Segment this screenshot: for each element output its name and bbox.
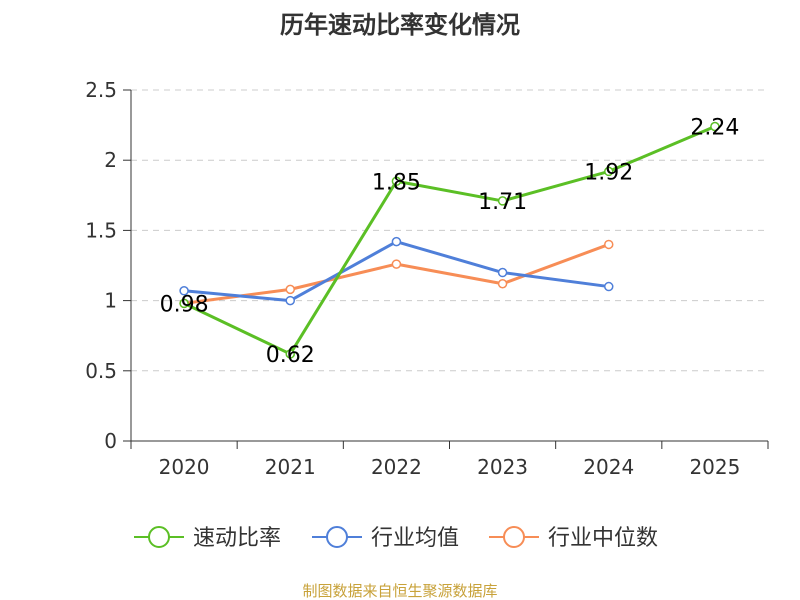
data-label: 0.62 — [266, 343, 315, 368]
series-layer: 0.98 0.62 1.85 1.71 1.92 2.24 — [160, 116, 740, 368]
series-line — [183, 125, 716, 356]
series-2 — [179, 236, 614, 306]
series-1: 0.98 0.62 1.85 1.71 1.92 2.24 — [160, 116, 740, 368]
data-point — [179, 298, 189, 309]
y-tick-label: 0.5 — [85, 359, 117, 383]
legend-label: 速动比率 — [193, 526, 281, 551]
data-point — [604, 239, 614, 250]
data-point — [604, 281, 614, 292]
grid — [131, 89, 768, 372]
data-point — [497, 279, 508, 289]
data-point — [710, 121, 720, 132]
data-label: 1.85 — [372, 170, 421, 195]
data-label: 0.98 — [160, 292, 209, 317]
legend-marker — [503, 526, 525, 548]
legend-item-1: 速动比率 — [134, 526, 281, 551]
chart-title: 历年速动比率变化情况 — [280, 11, 520, 39]
legend-item-2: 行业均值 — [312, 526, 459, 551]
y-tick-label: 0 — [104, 429, 117, 453]
data-point — [391, 176, 402, 187]
legend-item-3: 行业中位数 — [489, 526, 658, 551]
data-label: 1.71 — [478, 190, 527, 215]
data-point — [497, 196, 508, 206]
y-tick-label: 1 — [104, 289, 117, 313]
y-tick-label: 2 — [104, 148, 117, 172]
x-tick-label: 2023 — [477, 455, 528, 479]
legend-marker — [326, 526, 348, 548]
series-3 — [179, 239, 614, 309]
legend-marker — [148, 526, 170, 548]
data-point — [285, 284, 295, 295]
data-point — [391, 236, 402, 247]
x-tick-label: 2024 — [583, 455, 634, 479]
data-point — [391, 259, 402, 269]
x-tick-label: 2021 — [265, 455, 316, 479]
source-note: 制图数据来自恒生聚源数据库 — [302, 582, 497, 600]
series-line — [183, 240, 609, 303]
y-tick-label: 2.5 — [85, 78, 117, 102]
data-point — [179, 286, 189, 296]
x-tick-label: 2020 — [159, 455, 210, 479]
legend-label: 行业中位数 — [548, 526, 658, 551]
data-point — [285, 295, 295, 306]
data-label: 2.24 — [690, 116, 739, 141]
x-tick-label: 2025 — [689, 455, 740, 479]
data-point — [497, 267, 508, 278]
data-point — [604, 166, 614, 177]
axes: 0 0.5 1 1.5 2 2.5 2020 2021 2022 2023 2024 2025 — [85, 78, 769, 479]
x-tick-label: 2022 — [371, 455, 422, 479]
y-tick-label: 1.5 — [85, 218, 117, 242]
legend: 速动比率 行业均值 行业中位数 — [134, 526, 658, 551]
data-label: 1.92 — [584, 160, 633, 185]
series-line — [183, 243, 610, 305]
legend-label: 行业均值 — [371, 526, 459, 551]
data-point — [285, 349, 295, 359]
